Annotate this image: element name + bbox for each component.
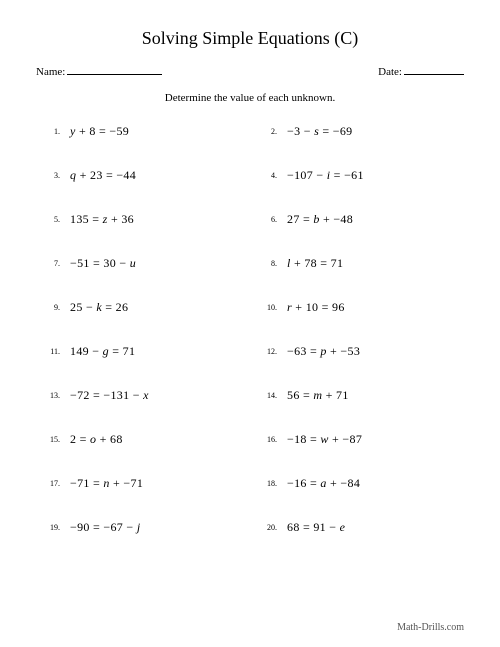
problem-item: 5. 135 = z + 36 — [42, 212, 247, 227]
page-title: Solving Simple Equations (C) — [36, 28, 464, 49]
problem-number: 17. — [42, 479, 60, 488]
problem-number: 19. — [42, 523, 60, 532]
problem-number: 14. — [259, 391, 277, 400]
date-field: Date: — [378, 65, 464, 78]
problem-item: 3. q + 23 = −44 — [42, 168, 247, 183]
problem-number: 3. — [42, 171, 60, 180]
problem-item: 6. 27 = b + −48 — [259, 212, 464, 227]
problem-equation: 68 = 91 − e — [287, 520, 345, 535]
problem-equation: 149 − g = 71 — [70, 344, 135, 359]
problem-item: 18. −16 = a + −84 — [259, 476, 464, 491]
problem-item: 17. −71 = n + −71 — [42, 476, 247, 491]
problem-number: 11. — [42, 347, 60, 356]
problem-number: 4. — [259, 171, 277, 180]
problem-number: 1. — [42, 127, 60, 136]
problem-equation: q + 23 = −44 — [70, 168, 136, 183]
problem-number: 12. — [259, 347, 277, 356]
problem-equation: 135 = z + 36 — [70, 212, 134, 227]
problem-item: 12. −63 = p + −53 — [259, 344, 464, 359]
problem-item: 2. −3 − s = −69 — [259, 124, 464, 139]
date-label: Date: — [378, 66, 402, 78]
problem-item: 16. −18 = w + −87 — [259, 432, 464, 447]
name-label: Name: — [36, 66, 65, 78]
problem-number: 13. — [42, 391, 60, 400]
problem-number: 9. — [42, 303, 60, 312]
name-field: Name: — [36, 65, 162, 78]
problem-equation: −63 = p + −53 — [287, 344, 360, 359]
problem-number: 2. — [259, 127, 277, 136]
problem-item: 19. −90 = −67 − j — [42, 520, 247, 535]
problem-equation: −107 − i = −61 — [287, 168, 364, 183]
problem-item: 9. 25 − k = 26 — [42, 300, 247, 315]
problem-number: 20. — [259, 523, 277, 532]
problem-item: 20. 68 = 91 − e — [259, 520, 464, 535]
problem-item: 11. 149 − g = 71 — [42, 344, 247, 359]
problem-equation: −90 = −67 − j — [70, 520, 140, 535]
problem-equation: 56 = m + 71 — [287, 388, 349, 403]
problem-number: 7. — [42, 259, 60, 268]
problem-number: 16. — [259, 435, 277, 444]
problem-number: 15. — [42, 435, 60, 444]
problem-item: 15. 2 = o + 68 — [42, 432, 247, 447]
problem-equation: −16 = a + −84 — [287, 476, 360, 491]
problem-equation: r + 10 = 96 — [287, 300, 345, 315]
problems-grid: 1. y + 8 = −59 2. −3 − s = −69 3. q + 23 = −4… — [36, 124, 464, 535]
problem-equation: −72 = −131 − x — [70, 388, 149, 403]
problem-item: 1. y + 8 = −59 — [42, 124, 247, 139]
problem-number: 8. — [259, 259, 277, 268]
problem-number: 5. — [42, 215, 60, 224]
name-blank-line[interactable] — [67, 65, 162, 75]
problem-item: 8. l + 78 = 71 — [259, 256, 464, 271]
problem-item: 14. 56 = m + 71 — [259, 388, 464, 403]
problem-number: 10. — [259, 303, 277, 312]
problem-number: 18. — [259, 479, 277, 488]
problem-item: 10. r + 10 = 96 — [259, 300, 464, 315]
problem-equation: −71 = n + −71 — [70, 476, 143, 491]
problem-item: 4. −107 − i = −61 — [259, 168, 464, 183]
problem-equation: l + 78 = 71 — [287, 256, 343, 271]
problem-item: 7. −51 = 30 − u — [42, 256, 247, 271]
instructions-text: Determine the value of each unknown. — [36, 92, 464, 104]
meta-row: Name: Date: — [36, 65, 464, 78]
problem-equation: −18 = w + −87 — [287, 432, 362, 447]
problem-item: 13. −72 = −131 − x — [42, 388, 247, 403]
date-blank-line[interactable] — [404, 65, 464, 75]
footer-credit: Math-Drills.com — [397, 622, 464, 633]
problem-equation: y + 8 = −59 — [70, 124, 129, 139]
problem-equation: −51 = 30 − u — [70, 256, 136, 271]
problem-equation: −3 − s = −69 — [287, 124, 352, 139]
problem-equation: 2 = o + 68 — [70, 432, 123, 447]
problem-equation: 27 = b + −48 — [287, 212, 353, 227]
problem-number: 6. — [259, 215, 277, 224]
problem-equation: 25 − k = 26 — [70, 300, 128, 315]
